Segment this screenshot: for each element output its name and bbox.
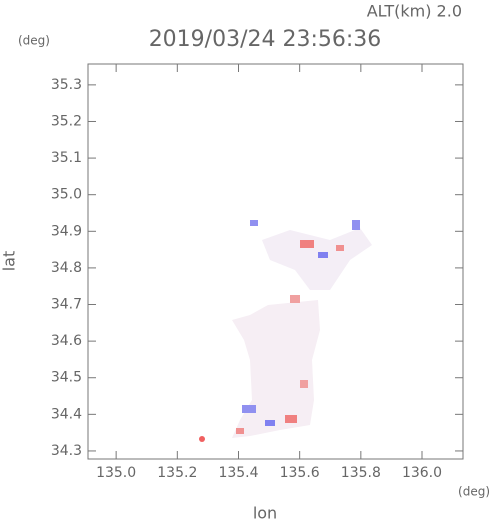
y-tick-label: 34.8 — [51, 260, 82, 276]
echo-cell — [300, 240, 314, 248]
y-tick-label: 34.7 — [51, 297, 82, 313]
x-tick-label: 135.2 — [157, 465, 197, 481]
echo-cell — [236, 428, 244, 434]
x-unit: (deg) — [458, 485, 490, 499]
echo-cell — [336, 245, 344, 251]
echo-area — [262, 228, 372, 290]
y-tick-label: 34.4 — [51, 406, 82, 422]
altitude-label: ALT(km) 2.0 — [367, 2, 462, 21]
y-tick-label: 35.0 — [51, 187, 82, 203]
y-tick-label: 34.6 — [51, 333, 82, 349]
y-unit: (deg) — [18, 34, 50, 48]
x-tick-label: 135.4 — [218, 465, 258, 481]
y-axis-label: lat — [0, 251, 19, 272]
y-tick-label: 34.9 — [51, 223, 82, 239]
echo-cell — [250, 220, 258, 226]
echo-cell — [300, 380, 308, 388]
y-tick-label: 34.5 — [51, 370, 82, 386]
echo-field — [199, 220, 372, 442]
echo-area — [232, 300, 320, 438]
x-tick-label: 135.8 — [341, 465, 381, 481]
echo-cell — [290, 295, 300, 303]
x-tick-label: 135.6 — [280, 465, 320, 481]
plot-frame — [87, 63, 464, 460]
x-tick-label: 135.0 — [96, 465, 136, 481]
echo-cell — [285, 415, 297, 423]
echo-cell — [242, 405, 256, 413]
x-tick-label: 136.0 — [402, 465, 442, 481]
echo-cell — [265, 420, 275, 426]
y-tick-label: 34.3 — [51, 443, 82, 459]
echo-cell — [199, 436, 205, 442]
echo-cell — [352, 220, 360, 230]
x-axis-label: lon — [253, 504, 277, 521]
chart-title: 2019/03/24 23:56:36 — [149, 27, 382, 52]
y-tick-label: 35.2 — [51, 113, 82, 129]
echo-cell — [318, 252, 328, 258]
y-tick-label: 35.3 — [51, 77, 82, 93]
y-tick-label: 35.1 — [51, 150, 82, 166]
